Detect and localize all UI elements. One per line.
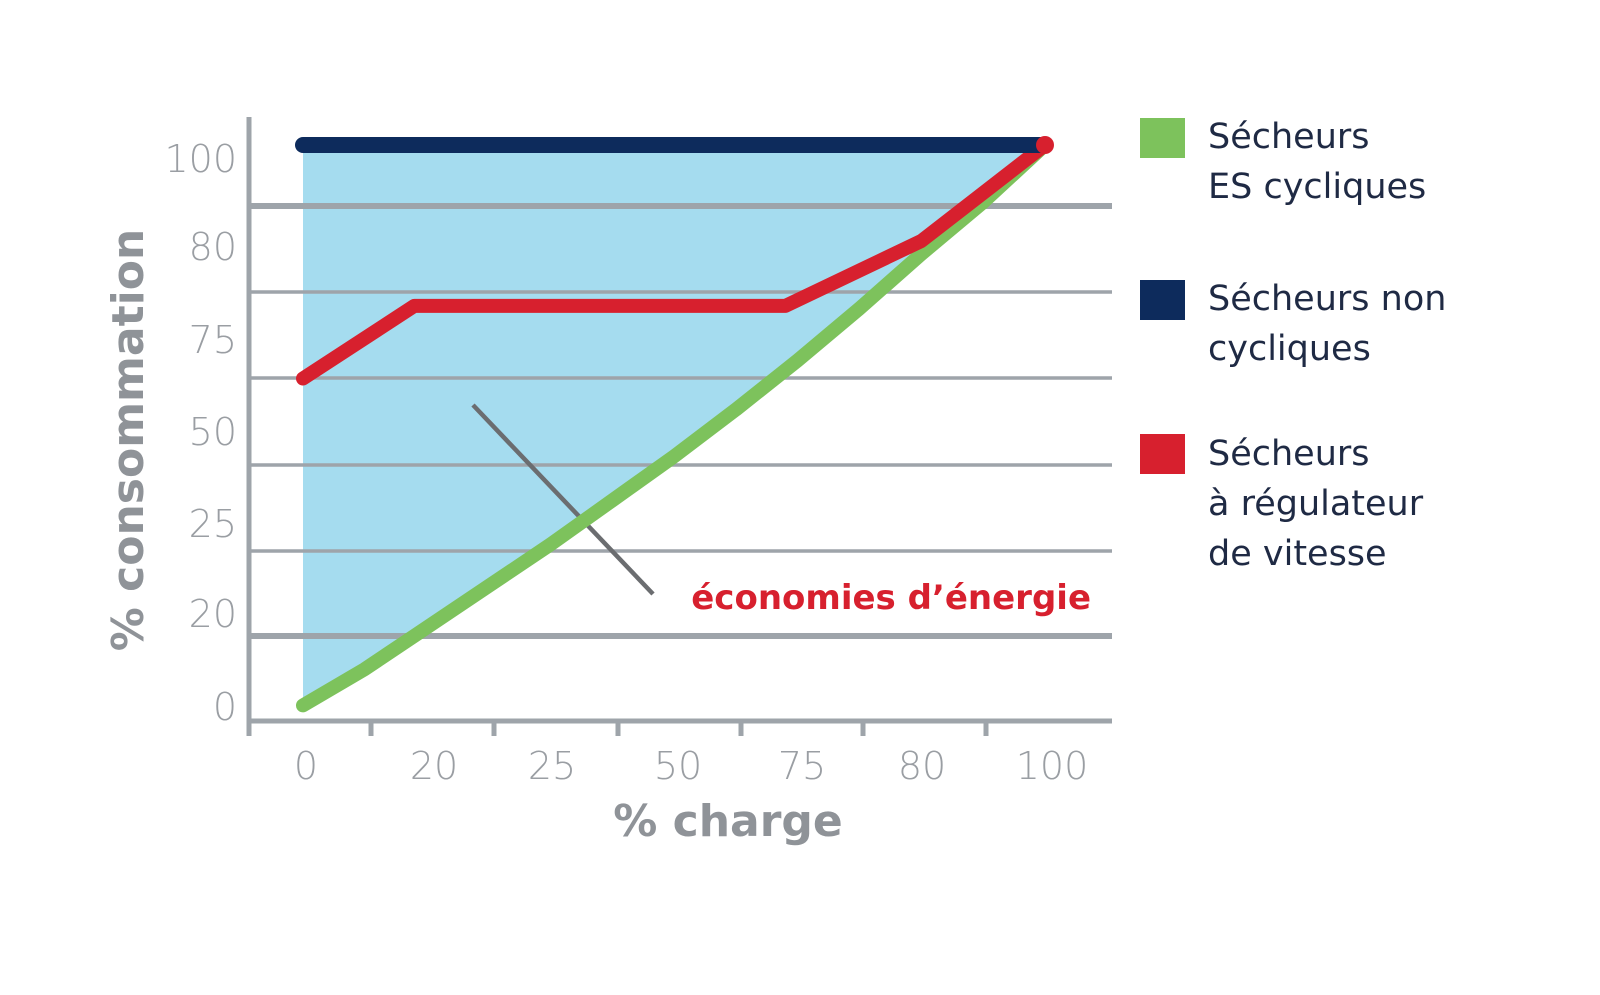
x-tick-label: 100 (1016, 744, 1089, 788)
plot-area: économies d’énergie (249, 136, 1112, 713)
legend: Sécheurs ES cycliques Sécheurs non cyclique… (1140, 117, 1446, 574)
annotation-economies: économies d’énergie (691, 578, 1091, 618)
y-tick-label: 0 (213, 685, 237, 729)
y-tick-label: 25 (189, 502, 237, 546)
series-end-point (1036, 136, 1054, 154)
legend-swatch (1140, 434, 1185, 474)
y-tick-label: 100 (164, 137, 237, 181)
x-tick-label: 50 (654, 744, 702, 788)
x-axis-title: % charge (613, 796, 843, 847)
annotation-leader (471, 403, 655, 596)
x-tick-label: 25 (528, 744, 576, 788)
y-tick-label: 50 (189, 410, 237, 454)
legend-label: ES cycliques (1208, 167, 1426, 207)
axes: 0 20 25 50 75 80 100 0 20 25 50 75 80 100 % charge % co… (103, 117, 1112, 847)
y-tick-label: 80 (189, 225, 237, 269)
legend-label: Sécheurs (1208, 434, 1370, 474)
legend-swatch (1140, 280, 1185, 320)
legend-label: Sécheurs non (1208, 279, 1446, 319)
y-axis-title: % consommation (103, 229, 154, 652)
legend-label: à régulateur (1208, 484, 1424, 524)
legend-swatch (1140, 118, 1185, 158)
legend-label: cycliques (1208, 329, 1371, 369)
legend-label: Sécheurs (1208, 117, 1370, 157)
x-tick-label: 80 (898, 744, 946, 788)
x-tick-label: 20 (410, 744, 458, 788)
x-tick-label: 0 (294, 744, 318, 788)
savings-area (303, 145, 1045, 706)
y-tick-label: 20 (189, 592, 237, 636)
series-line-es-cycliques (296, 138, 1052, 713)
y-tick-label: 75 (189, 318, 237, 362)
series-line-regulateur-vitesse (296, 138, 1052, 386)
x-tick-label: 75 (778, 744, 826, 788)
legend-label: de vitesse (1208, 534, 1387, 574)
